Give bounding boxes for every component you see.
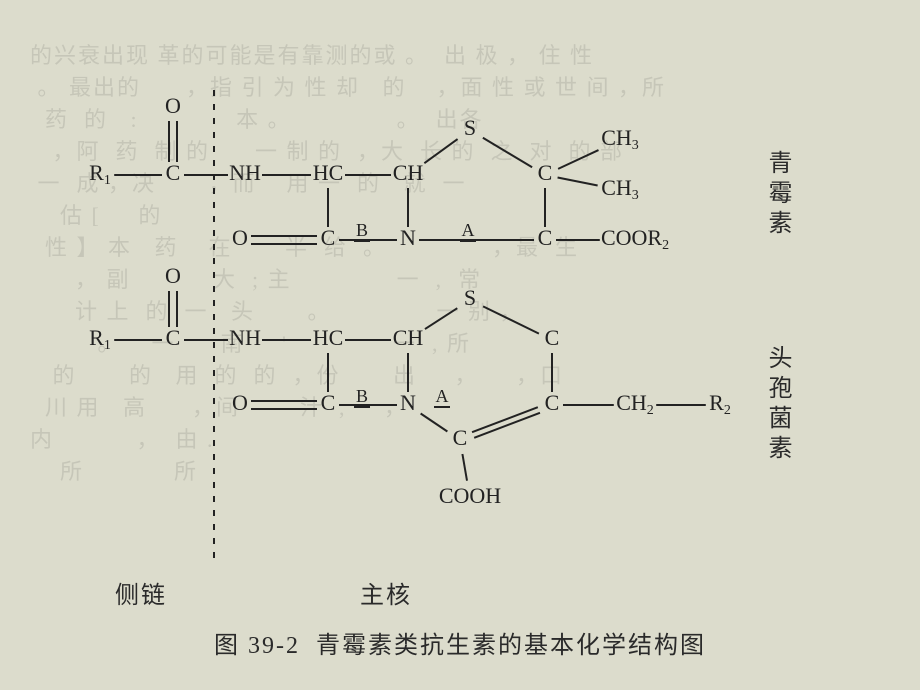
svg-text:N: N xyxy=(400,390,416,415)
svg-text:CH: CH xyxy=(393,325,424,350)
svg-text:B: B xyxy=(356,386,368,406)
svg-text:NH: NH xyxy=(229,325,261,350)
svg-text:C: C xyxy=(538,225,553,250)
svg-text:C: C xyxy=(321,390,336,415)
svg-text:O: O xyxy=(232,225,248,250)
svg-text:C: C xyxy=(538,160,553,185)
svg-text:R2: R2 xyxy=(709,390,731,418)
svg-text:O: O xyxy=(165,93,181,118)
svg-text:A: A xyxy=(436,386,449,406)
figure-caption: 图 39-2 青霉素类抗生素的基本化学结构图 xyxy=(0,625,920,660)
caption-prefix: 图 39-2 xyxy=(214,633,300,659)
svg-text:S: S xyxy=(464,115,476,140)
svg-text:CH2: CH2 xyxy=(616,390,654,418)
svg-text:COOR2: COOR2 xyxy=(601,225,669,253)
svg-text:HC: HC xyxy=(313,325,344,350)
svg-text:C: C xyxy=(453,425,468,450)
svg-text:CH: CH xyxy=(393,160,424,185)
svg-text:R1: R1 xyxy=(89,160,111,188)
sidechain-label: 侧链 xyxy=(115,575,167,610)
svg-text:R1: R1 xyxy=(89,325,111,353)
caption-title: 青霉素类抗生素的基本化学结构图 xyxy=(316,633,706,659)
svg-text:CH3: CH3 xyxy=(601,125,639,153)
svg-text:B: B xyxy=(356,220,368,240)
svg-text:C: C xyxy=(166,325,181,350)
svg-text:O: O xyxy=(232,390,248,415)
svg-text:COOH: COOH xyxy=(439,483,501,508)
svg-text:N: N xyxy=(400,225,416,250)
svg-text:HC: HC xyxy=(313,160,344,185)
svg-text:C: C xyxy=(166,160,181,185)
svg-text:C: C xyxy=(321,225,336,250)
core-label: 主核 xyxy=(360,575,412,610)
figure-container: { "figure": { "caption_prefix": "图 39-2"… xyxy=(0,0,920,690)
svg-text:A: A xyxy=(462,220,475,240)
svg-text:C: C xyxy=(545,325,560,350)
svg-text:C: C xyxy=(545,390,560,415)
cephalosporin-label: 头孢菌素 xyxy=(760,345,795,465)
penicillin-label: 青霉素 xyxy=(760,150,795,240)
svg-text:O: O xyxy=(165,263,181,288)
svg-text:S: S xyxy=(464,285,476,310)
svg-text:CH3: CH3 xyxy=(601,175,639,203)
svg-text:NH: NH xyxy=(229,160,261,185)
